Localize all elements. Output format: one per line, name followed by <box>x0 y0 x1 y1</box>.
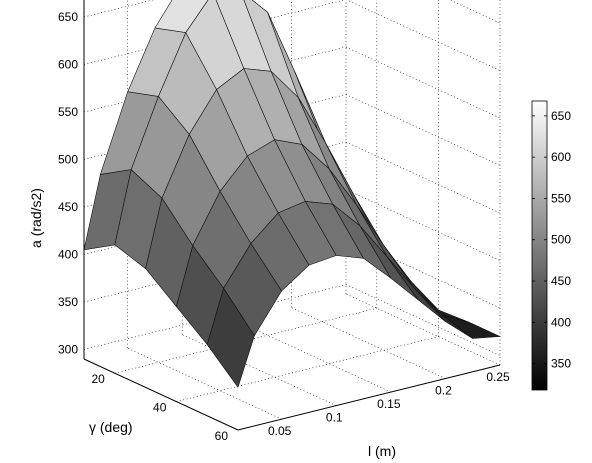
grid-line <box>345 284 501 356</box>
colorbar-tick-label: 600 <box>551 150 571 164</box>
x-tick-label: 0.25 <box>486 370 510 384</box>
y-tick-label: 20 <box>91 372 105 386</box>
z-tick-label: 650 <box>58 10 78 24</box>
grid-line <box>345 141 501 214</box>
z-tick-label: 300 <box>58 343 78 357</box>
grid-line <box>449 0 501 24</box>
grid-line <box>291 307 446 379</box>
axis-line <box>83 358 239 431</box>
colorbar-ticks: 350 400 450 500 550 600 650 <box>532 109 571 371</box>
grid-line <box>83 284 347 350</box>
grid-line <box>83 0 346 65</box>
grid-line <box>345 46 501 119</box>
z-tick-label: 500 <box>58 153 78 167</box>
colorbar-gradient <box>531 100 548 391</box>
grid-line <box>346 0 501 71</box>
grid-line <box>127 347 282 420</box>
colorbar-tick-label: 400 <box>551 315 571 329</box>
colorbar-tick-label: 500 <box>551 233 571 247</box>
grid-line <box>182 334 337 406</box>
axis-line <box>237 364 501 431</box>
z-tick-label: 400 <box>58 248 78 262</box>
colorbar-tick-label: 450 <box>551 274 571 288</box>
colorbar: 350 400 450 500 550 600 650 <box>531 100 571 391</box>
x-tick-label: 0.2 <box>435 384 452 398</box>
grid-line <box>83 46 347 113</box>
colorbar-tick-label: 650 <box>551 109 571 123</box>
colorbar-tick-label: 550 <box>551 191 571 205</box>
surface-patch <box>359 225 419 301</box>
grid-line <box>345 189 501 261</box>
x-tick-label: 0.05 <box>268 424 292 438</box>
colorbar-tick-label: 350 <box>551 357 571 371</box>
grid-line <box>176 336 439 402</box>
z-tick-label: 350 <box>58 295 78 309</box>
y-tick-label: 60 <box>215 429 229 443</box>
surface-patch <box>441 314 501 339</box>
x-tick-label: 0.15 <box>377 397 401 411</box>
z-tick-label: 450 <box>58 200 78 214</box>
surface-plot <box>83 0 501 388</box>
axes-lines <box>83 0 501 431</box>
z-tick-label: 600 <box>58 58 78 72</box>
z-tick-label: 550 <box>58 105 78 119</box>
x-tick-label: 0.1 <box>326 411 343 425</box>
tick-labels: 300 350 400 450 500 550 600 650 0.05 0.1 0.15 0.2 0.… <box>58 10 510 443</box>
x-axis-label: l (m) <box>368 443 396 459</box>
grid-line <box>236 320 391 393</box>
y-axis-label: γ (deg) <box>89 419 133 435</box>
grid-line <box>345 94 501 166</box>
grid-line <box>114 307 377 374</box>
z-axis-label: a (rad/s2) <box>28 188 44 248</box>
y-tick-label: 40 <box>153 401 167 415</box>
grid-line <box>345 293 501 366</box>
surface-patch <box>154 0 209 33</box>
